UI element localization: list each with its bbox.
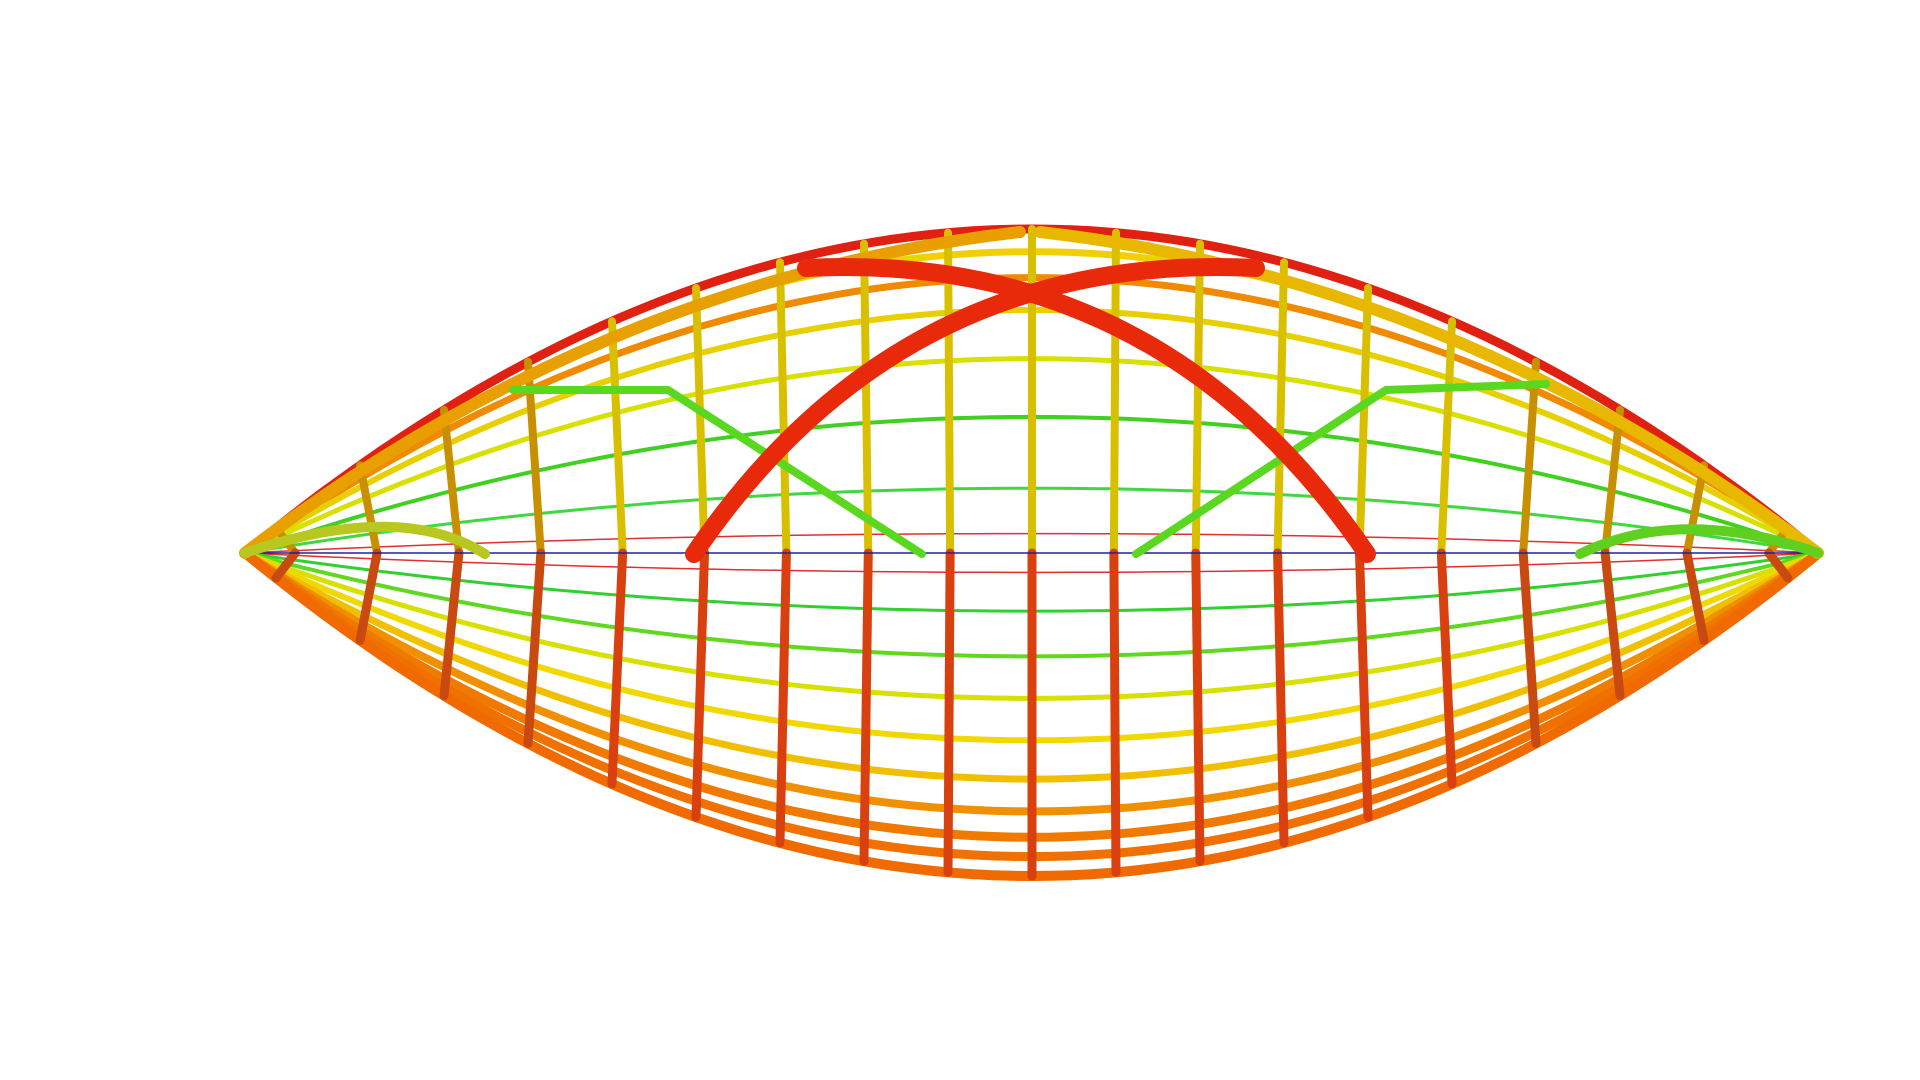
red-arch bbox=[685, 258, 1265, 563]
end-brace bbox=[1575, 524, 1823, 559]
rib-lower bbox=[859, 548, 873, 866]
side-arch bbox=[239, 226, 1026, 559]
rib-lower bbox=[607, 548, 628, 789]
rib-upper bbox=[1355, 284, 1372, 557]
rib-lower bbox=[355, 548, 382, 645]
rib-upper bbox=[1437, 317, 1456, 557]
bracing bbox=[239, 226, 1824, 563]
rib-lower bbox=[1436, 548, 1457, 789]
rib-lower bbox=[439, 548, 464, 701]
rib-upper bbox=[1191, 239, 1204, 557]
rib-lower bbox=[943, 548, 955, 877]
end-brace bbox=[240, 521, 490, 559]
rib-lower bbox=[1273, 548, 1289, 848]
transverse-ribs bbox=[271, 225, 1793, 881]
rib-lower bbox=[271, 548, 300, 583]
rib-upper bbox=[440, 405, 463, 557]
rib-upper bbox=[1601, 405, 1624, 557]
rib-lower bbox=[1354, 548, 1373, 822]
rib-upper bbox=[776, 258, 791, 557]
rib-lower bbox=[1518, 548, 1541, 749]
rib-upper bbox=[692, 284, 709, 557]
rib-upper bbox=[1682, 461, 1708, 557]
rib-upper bbox=[1109, 228, 1120, 557]
rib-upper bbox=[944, 228, 955, 557]
rib-lower bbox=[691, 548, 710, 822]
rib-upper bbox=[1273, 258, 1288, 557]
rib-upper bbox=[1519, 357, 1540, 557]
green-brace bbox=[1132, 380, 1550, 558]
rib-lower bbox=[523, 548, 546, 749]
side-arch bbox=[1034, 226, 1824, 559]
rib-upper bbox=[356, 461, 382, 557]
rib-lower bbox=[1109, 548, 1121, 877]
rib-lower bbox=[1682, 548, 1709, 645]
rib-upper bbox=[860, 239, 873, 557]
rib-lower bbox=[1191, 548, 1205, 866]
rib-lower bbox=[1764, 548, 1793, 583]
rib-lower bbox=[1600, 548, 1625, 701]
rib-lower bbox=[775, 548, 791, 848]
green-brace bbox=[509, 386, 926, 558]
rib-upper bbox=[608, 317, 627, 557]
red-arch bbox=[797, 258, 1376, 563]
